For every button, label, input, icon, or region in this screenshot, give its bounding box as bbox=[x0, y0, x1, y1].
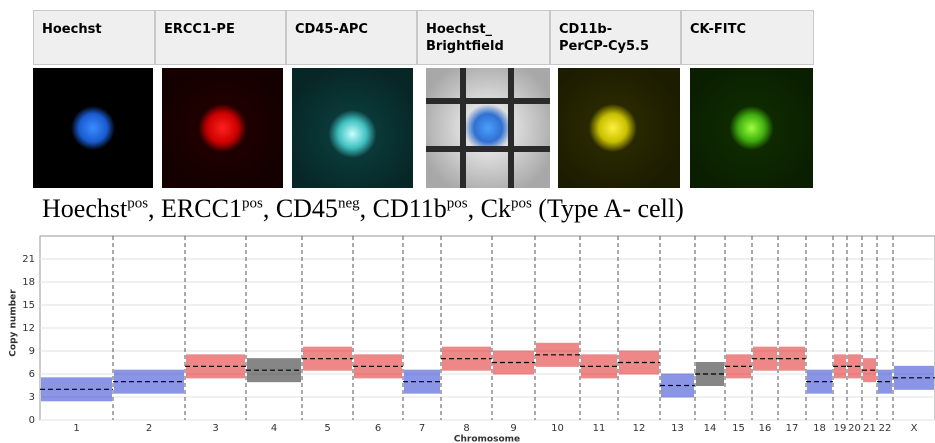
caption-superscript: pos bbox=[241, 195, 263, 212]
panel-header: CD45-APC bbox=[286, 10, 417, 65]
cell-image bbox=[690, 68, 813, 188]
cell-image bbox=[33, 68, 153, 188]
copy-number-band bbox=[726, 354, 751, 379]
x-tick-label: 7 bbox=[419, 423, 425, 434]
y-axis-label: Copy number bbox=[9, 289, 19, 357]
caption-superscript: pos bbox=[127, 195, 149, 212]
cell-image bbox=[292, 68, 413, 188]
copy-number-band bbox=[779, 346, 805, 371]
y-tick-label: 0 bbox=[29, 415, 35, 426]
y-tick-label: 21 bbox=[22, 254, 35, 265]
cell-image bbox=[162, 68, 283, 188]
cell-image bbox=[558, 68, 680, 188]
caption-text: (Type A- cell) bbox=[531, 194, 684, 223]
x-tick-label: 19 bbox=[834, 423, 847, 434]
panel-header: Hoechst_ Brightfield bbox=[417, 10, 550, 65]
caption-superscript: neg bbox=[337, 195, 360, 212]
x-tick-label: 18 bbox=[813, 423, 826, 434]
caption-superscript: pos bbox=[510, 195, 532, 212]
x-tick-label: 5 bbox=[324, 423, 330, 434]
x-tick-label: 21 bbox=[863, 423, 876, 434]
y-tick-label: 12 bbox=[22, 323, 35, 334]
x-tick-label: 22 bbox=[879, 423, 892, 434]
copy-number-band bbox=[848, 354, 861, 379]
x-tick-label: X bbox=[911, 423, 918, 434]
x-tick-label: 12 bbox=[633, 423, 646, 434]
y-tick-label: 15 bbox=[22, 300, 35, 311]
x-tick-label: 8 bbox=[463, 423, 469, 434]
x-tick-label: 14 bbox=[704, 423, 717, 434]
panel-header: CK-FITC bbox=[681, 10, 814, 65]
copy-number-band bbox=[807, 369, 832, 394]
x-axis-label: Chromosome bbox=[454, 435, 520, 443]
y-tick-label: 9 bbox=[29, 346, 35, 357]
x-tick-label: 4 bbox=[271, 423, 277, 434]
caption-superscript: pos bbox=[446, 195, 468, 212]
panel-header: ERCC1-PE bbox=[155, 10, 286, 65]
x-tick-label: 2 bbox=[146, 423, 152, 434]
x-tick-label: 20 bbox=[848, 423, 861, 434]
x-tick-label: 6 bbox=[375, 423, 381, 434]
caption-text: , ERCC1 bbox=[148, 194, 242, 223]
x-tick-label: 9 bbox=[510, 423, 516, 434]
x-tick-label: 17 bbox=[786, 423, 799, 434]
caption-text: , CD11b bbox=[359, 194, 447, 223]
copy-number-band bbox=[863, 358, 876, 383]
copy-number-band bbox=[536, 342, 579, 367]
x-tick-label: 1 bbox=[73, 423, 79, 434]
caption: Hoechstpos, ERCC1pos, CD45neg, CD11bpos,… bbox=[42, 194, 684, 224]
caption-text: , Ck bbox=[467, 194, 511, 223]
x-tick-label: 10 bbox=[551, 423, 564, 434]
x-tick-label: 15 bbox=[732, 423, 745, 434]
panel-header: CD11b- PerCP-Cy5.5 bbox=[550, 10, 681, 65]
panel-header: Hoechst bbox=[33, 10, 155, 65]
y-tick-label: 18 bbox=[22, 277, 35, 288]
x-tick-label: 13 bbox=[671, 423, 684, 434]
x-tick-label: 3 bbox=[212, 423, 218, 434]
copy-number-band bbox=[834, 354, 846, 379]
y-tick-label: 3 bbox=[29, 392, 35, 403]
cell-image bbox=[426, 68, 550, 188]
x-tick-label: 16 bbox=[759, 423, 772, 434]
caption-text: , CD45 bbox=[262, 194, 338, 223]
y-tick-label: 6 bbox=[29, 369, 35, 380]
x-tick-label: 11 bbox=[593, 423, 606, 434]
caption-text: Hoechst bbox=[42, 194, 128, 223]
